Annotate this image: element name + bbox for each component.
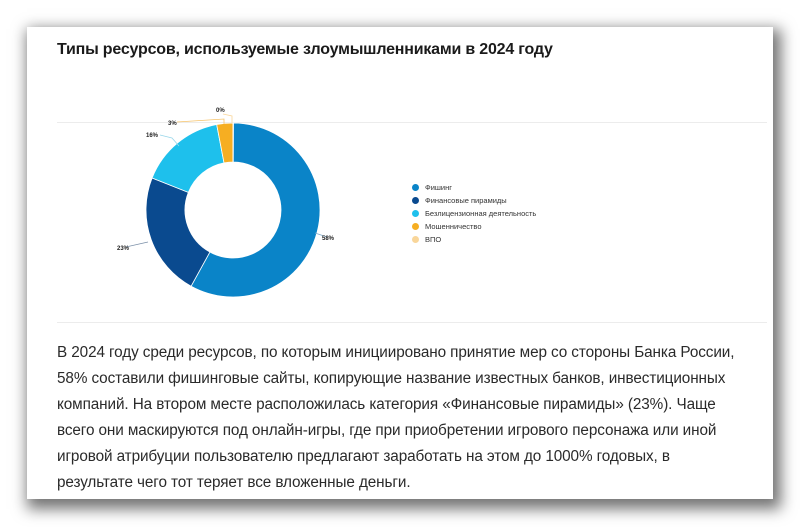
legend-item-malware[interactable]: ВПО bbox=[412, 233, 536, 246]
legend-item-fraud[interactable]: Мошенничество bbox=[412, 220, 536, 233]
label-phishing: 58% bbox=[322, 236, 335, 242]
legend-dot-icon bbox=[412, 236, 419, 243]
legend-label: Безлицензионная деятельность bbox=[425, 209, 537, 218]
leader-line bbox=[159, 134, 180, 147]
leader-line bbox=[176, 118, 225, 124]
donut-segment[interactable] bbox=[145, 177, 211, 287]
chart-title: Типы ресурсов, используемые злоумышленни… bbox=[57, 41, 553, 58]
leader-line bbox=[314, 232, 328, 238]
title-divider bbox=[57, 122, 767, 123]
leader-line bbox=[222, 113, 233, 123]
legend-dot-icon bbox=[412, 184, 419, 191]
donut-segment[interactable] bbox=[151, 124, 225, 193]
chart-divider bbox=[57, 322, 767, 323]
label-leader-lines bbox=[125, 113, 328, 248]
chart-card: Типы ресурсов, используемые злоумышленни… bbox=[27, 27, 773, 499]
legend-dot-icon bbox=[412, 197, 419, 204]
label-unlicensed: 16% bbox=[146, 133, 159, 139]
legend-dot-icon bbox=[412, 223, 419, 230]
legend-label: Фишинг bbox=[425, 183, 452, 192]
legend-label: Финансовые пирамиды bbox=[425, 196, 507, 205]
donut-segment[interactable] bbox=[190, 122, 321, 298]
donut-segment[interactable] bbox=[232, 122, 234, 163]
label-fraud: 3% bbox=[168, 121, 177, 127]
label-pyramids: 23% bbox=[117, 246, 130, 252]
description-paragraph: В 2024 году среди ресурсов, по которым и… bbox=[57, 344, 735, 491]
legend-item-phishing[interactable]: Фишинг bbox=[412, 181, 536, 194]
legend-item-pyramids[interactable]: Финансовые пирамиды bbox=[412, 194, 536, 207]
label-malware: 0% bbox=[216, 108, 225, 114]
donut-segments bbox=[145, 122, 321, 298]
donut-chart: 58% 23% 16% 3% 0% bbox=[117, 108, 335, 298]
legend-item-unlicensed[interactable]: Безлицензионная деятельность bbox=[412, 207, 536, 220]
chart-legend: Фишинг Финансовые пирамиды Безлицензионн… bbox=[412, 181, 536, 246]
legend-label: ВПО bbox=[425, 235, 442, 244]
leader-line bbox=[125, 241, 149, 248]
legend-label: Мошенничество bbox=[425, 222, 482, 231]
legend-dot-icon bbox=[412, 210, 419, 217]
